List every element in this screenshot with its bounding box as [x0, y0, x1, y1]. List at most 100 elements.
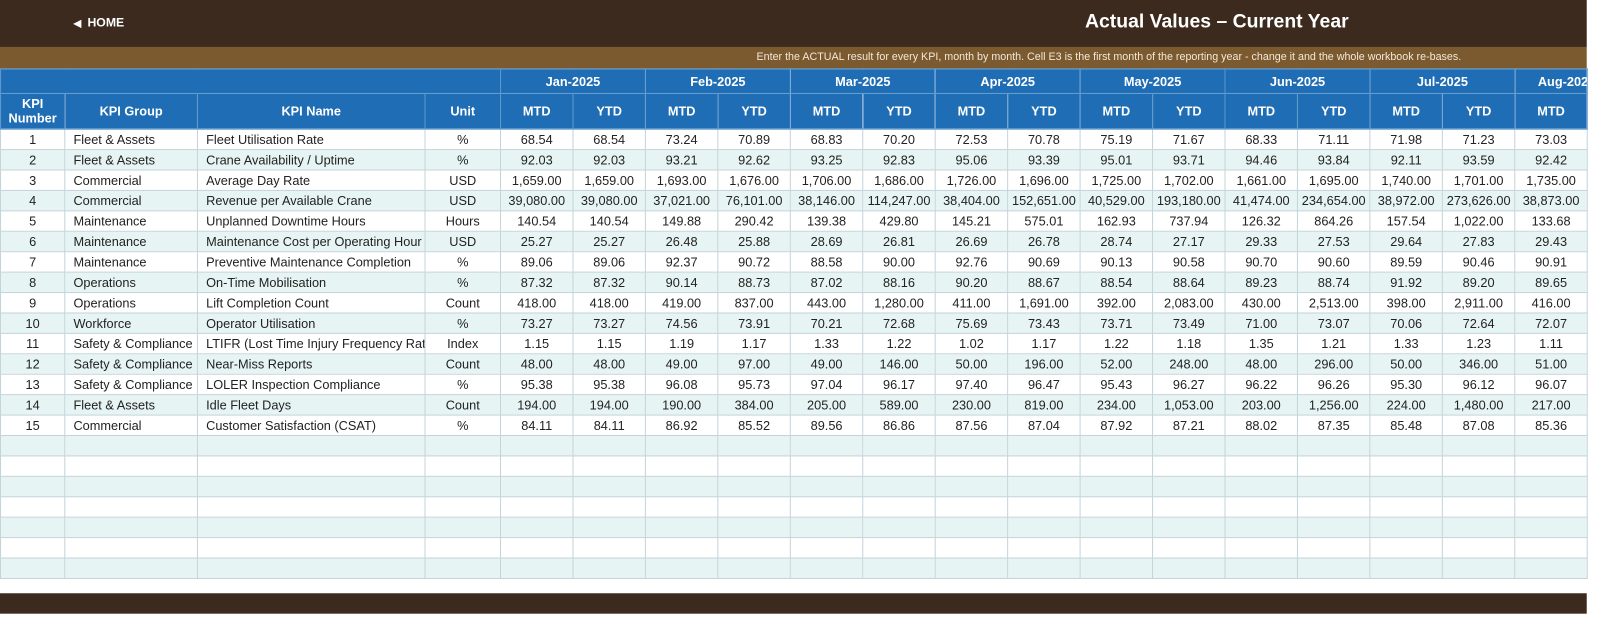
empty-cell	[789, 434, 864, 457]
cell: 15	[0, 414, 66, 437]
cell: USD	[424, 230, 502, 253]
empty-cell	[1007, 455, 1081, 477]
empty-cell	[1152, 434, 1226, 457]
cell: 4	[0, 189, 66, 212]
cell: 194.00	[572, 394, 646, 416]
month-header-row: Jan-2025 Feb-2025 Mar-2025 Apr-2025 May-2025…	[0, 68, 1588, 94]
cell: 1.22	[862, 332, 936, 355]
cell: Idle Fleet Days	[196, 394, 426, 416]
cell: 97.04	[789, 373, 864, 396]
cell: 1.35	[1224, 332, 1299, 355]
cell: 92.42	[1514, 149, 1588, 171]
cell: 97.00	[717, 353, 791, 375]
empty-cell	[1441, 434, 1516, 457]
cell: 1.19	[644, 332, 719, 355]
cell: 48.00	[572, 353, 646, 375]
cell: 1,022.00	[1441, 210, 1516, 232]
cell: 1,702.00	[1152, 169, 1226, 191]
cell: 429.80	[862, 210, 936, 232]
home-label[interactable]: HOME	[87, 15, 125, 30]
cell: 95.38	[572, 373, 646, 396]
cell: 87.32	[499, 271, 574, 294]
empty-cell	[789, 475, 864, 498]
cell: Fleet Utilisation Rate	[196, 128, 426, 151]
empty-cell	[644, 516, 719, 539]
empty-cell	[934, 516, 1009, 539]
cell: 384.00	[717, 394, 791, 416]
cell: 203.00	[1224, 394, 1299, 416]
cell: Near-Miss Reports	[196, 353, 426, 375]
cell: 72.07	[1514, 312, 1588, 334]
empty-cell	[934, 557, 1009, 579]
cell: 1,686.00	[862, 169, 936, 191]
empty-cell	[1441, 557, 1516, 579]
cell: 87.21	[1152, 414, 1226, 437]
cell: 38,972.00	[1369, 189, 1443, 212]
cell: Customer Satisfaction (CSAT)	[196, 414, 426, 437]
empty-cell	[1079, 537, 1154, 559]
cell: 140.54	[572, 210, 646, 232]
cell: 92.83	[862, 149, 936, 171]
cell: 1,706.00	[789, 169, 864, 191]
empty-cell	[789, 516, 864, 539]
cell: 85.48	[1369, 414, 1443, 437]
cell: 52.00	[1079, 353, 1154, 375]
cell: %	[424, 312, 502, 334]
cell: 1,696.00	[1007, 169, 1081, 191]
sub-header: YTD	[1152, 92, 1226, 130]
cell: 71.00	[1224, 312, 1299, 334]
cell: 29.33	[1224, 230, 1299, 253]
cell: 13	[0, 373, 66, 396]
cell: 75.19	[1079, 128, 1154, 151]
cell: 95.38	[499, 373, 574, 396]
month-header: Jun-2025	[1224, 68, 1371, 94]
empty-cell	[1369, 434, 1443, 457]
column-header-row: KPI Number KPI Group KPI Name Unit MTD YTD MTD…	[0, 92, 1588, 130]
data-row: 8 Operations On-Time Mobilisation% 87.32 87.…	[0, 271, 1588, 294]
empty-cell	[424, 475, 502, 498]
cell: 92.76	[934, 251, 1009, 273]
cell: 87.35	[1296, 414, 1371, 437]
cell: 737.94	[1152, 210, 1226, 232]
cell: 27.53	[1296, 230, 1371, 253]
data-row: 4 Commercial Revenue per Available Crane US…	[0, 189, 1588, 212]
empty-cell	[424, 557, 502, 579]
empty-cell	[1152, 475, 1226, 498]
empty-cell	[1441, 475, 1516, 498]
cell: 90.14	[644, 271, 719, 294]
cell: 1,256.00	[1296, 394, 1371, 416]
cell: USD	[424, 189, 502, 212]
empty-cell	[196, 475, 426, 498]
cell: Safety & Compliance	[64, 332, 198, 355]
cell: 398.00	[1369, 292, 1443, 314]
cell: 1	[0, 128, 66, 151]
cell: 5	[0, 210, 66, 232]
cell: 93.71	[1152, 149, 1226, 171]
sub-header: MTD	[1079, 92, 1154, 130]
cell: 40,529.00	[1079, 189, 1154, 212]
cell: 90.70	[1224, 251, 1299, 273]
cell: 88.58	[789, 251, 864, 273]
cell: 234.00	[1079, 394, 1154, 416]
sub-header: MTD	[499, 92, 574, 130]
cell: 92.03	[499, 149, 574, 171]
cell: 230.00	[934, 394, 1009, 416]
sub-header: YTD	[1007, 92, 1081, 130]
cell: 92.62	[717, 149, 791, 171]
empty-cell	[64, 455, 198, 477]
cell: 1.33	[1369, 332, 1443, 355]
empty-cell	[1007, 434, 1081, 457]
cell: 90.00	[862, 251, 936, 273]
home-button[interactable]: ◀ HOME	[73, 15, 125, 30]
cell: 89.06	[572, 251, 646, 273]
empty-cell	[1296, 537, 1371, 559]
cell: 26.78	[1007, 230, 1081, 253]
empty-cell	[64, 475, 198, 498]
cell: Revenue per Available Crane	[196, 189, 426, 212]
data-row: 14 Fleet & Assets Idle Fleet Days Count 194.…	[0, 394, 1588, 416]
empty-cell	[64, 537, 198, 559]
cell: 85.52	[717, 414, 791, 437]
cell: 95.43	[1079, 373, 1154, 396]
cell: 93.21	[644, 149, 719, 171]
cell: 90.46	[1441, 251, 1516, 273]
